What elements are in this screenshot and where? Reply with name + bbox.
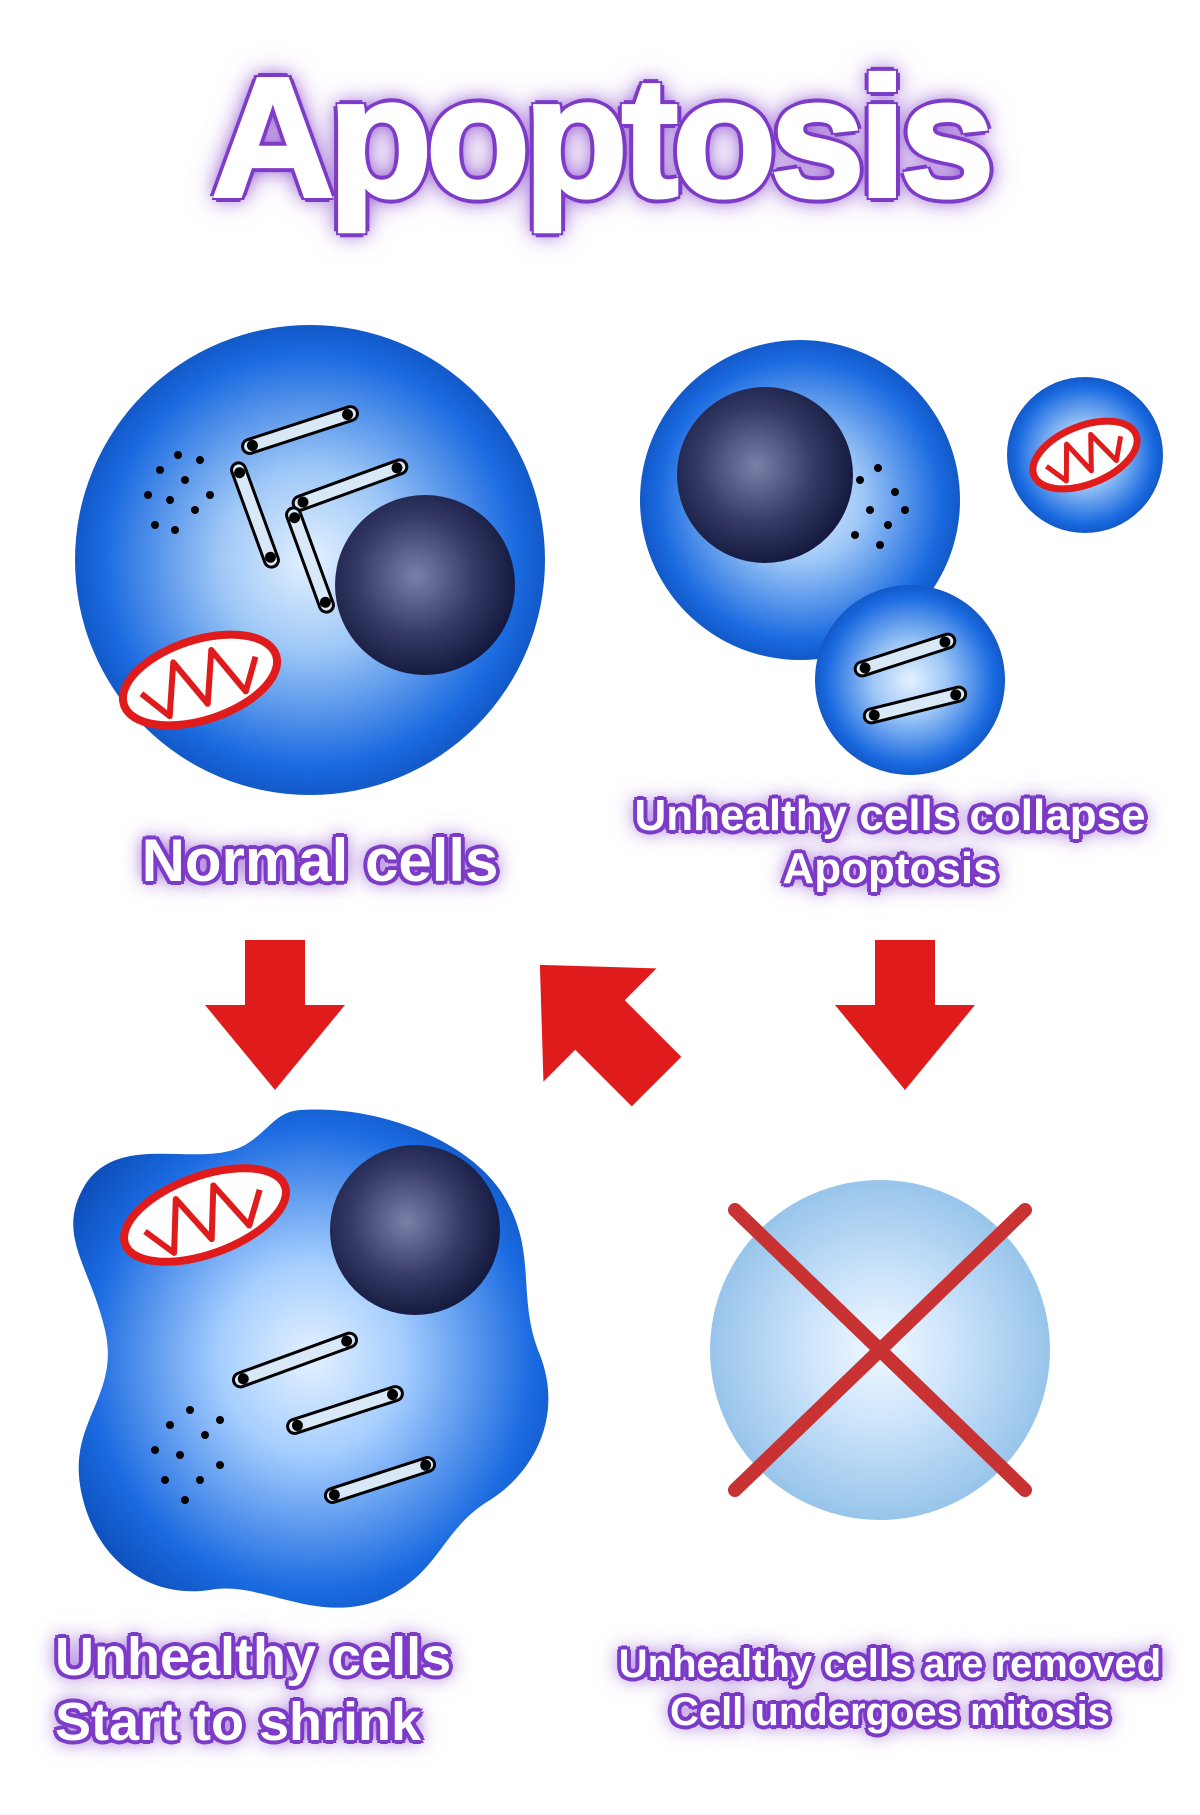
nucleus-icon — [677, 387, 853, 563]
nucleus-icon — [330, 1145, 500, 1315]
arrow-down-right — [830, 940, 980, 1100]
label-text: Normal cells — [142, 827, 499, 894]
arrow-down-left — [200, 940, 350, 1100]
label-normal: Normal cells — [60, 825, 580, 897]
label-text: Unhealthy cells are removed — [619, 1642, 1161, 1686]
normal-cell — [50, 300, 570, 820]
label-removed: Unhealthy cells are removed Cell undergo… — [585, 1640, 1195, 1736]
cell-fragment — [815, 585, 1005, 775]
label-text: Cell undergoes mitosis — [670, 1690, 1110, 1734]
label-collapse: Unhealthy cells collapse Apoptosis — [595, 790, 1185, 896]
label-text: Unhealthy cells collapse — [634, 791, 1145, 840]
label-text: Start to shrink — [55, 1692, 421, 1752]
apoptosis-cluster — [620, 320, 1180, 820]
removed-cell — [670, 1140, 1090, 1560]
label-shrink: Unhealthy cells Start to shrink — [55, 1625, 585, 1755]
nucleus-icon — [335, 495, 515, 675]
page-title: Apoptosis — [211, 40, 988, 236]
label-text: Apoptosis — [782, 844, 997, 893]
shrinking-cell — [20, 1080, 580, 1640]
label-text: Unhealthy cells — [55, 1627, 451, 1687]
